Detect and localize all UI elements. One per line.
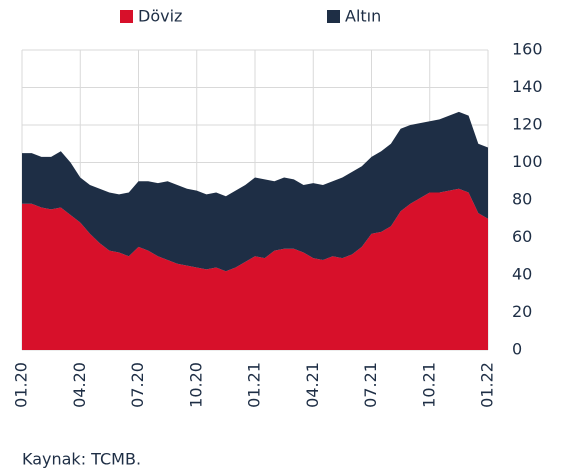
x-tick-label: 10.21: [419, 362, 438, 408]
x-tick-label: 01.21: [245, 362, 264, 408]
y-tick-label: 160: [512, 40, 543, 59]
area: [22, 111, 488, 272]
y-tick-label: 60: [512, 227, 532, 246]
source-note: Kaynak: TCMB.: [22, 450, 141, 469]
area: [22, 188, 488, 350]
x-tick-label: 01.20: [12, 362, 31, 408]
x-tick-label: 04.21: [303, 362, 322, 408]
legend-label: Altın: [345, 7, 381, 26]
x-tick-label: 07.21: [361, 362, 380, 408]
legend-swatch: [327, 10, 340, 23]
x-tick-label: 01.22: [478, 362, 497, 408]
y-tick-label: 40: [512, 265, 532, 284]
legend-label: Döviz: [138, 7, 182, 26]
y-tick-label: 80: [512, 190, 532, 209]
x-tick-label: 07.20: [128, 362, 147, 408]
x-tick-label: 10.20: [186, 362, 205, 408]
y-tick-label: 140: [512, 77, 543, 96]
y-tick-label: 0: [512, 340, 522, 359]
x-tick-label: 04.20: [70, 362, 89, 408]
y-tick-label: 120: [512, 115, 543, 134]
y-tick-label: 100: [512, 152, 543, 171]
legend-swatch: [120, 10, 133, 23]
y-tick-label: 20: [512, 302, 532, 321]
